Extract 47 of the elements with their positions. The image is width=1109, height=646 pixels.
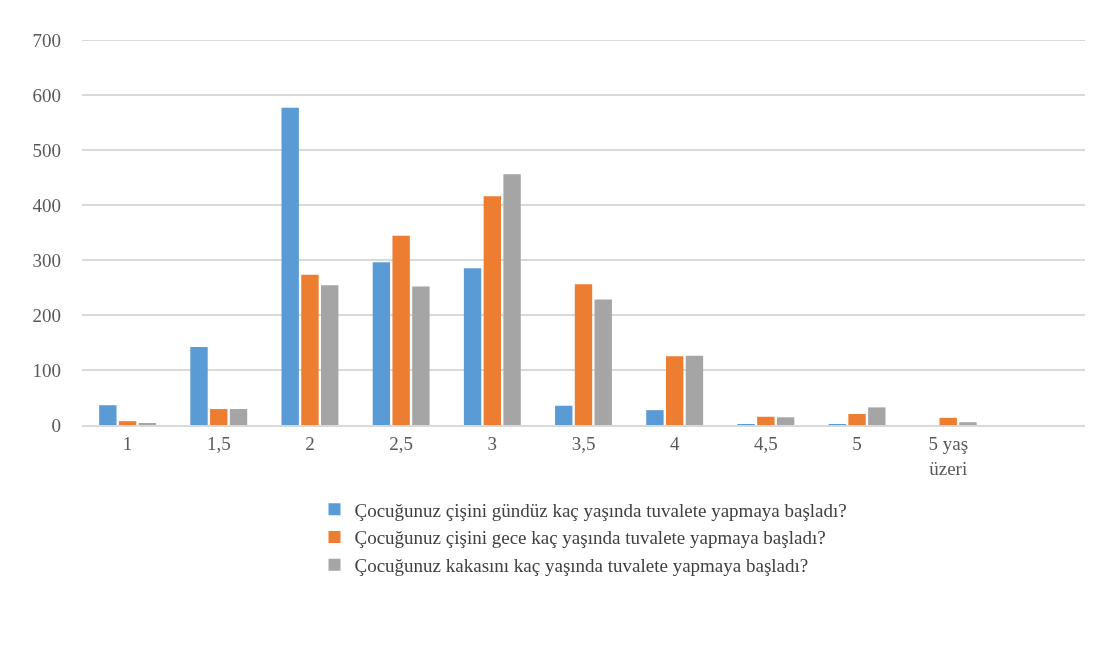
bar (412, 286, 430, 425)
x-tick-label: 3 (487, 432, 498, 454)
bar (555, 405, 573, 425)
x-tick-label: 1,5 (206, 432, 231, 454)
y-tick-label: 700 (32, 29, 61, 51)
bar (321, 285, 339, 425)
x-tick-label: 5 yaş üzeri (928, 432, 969, 479)
x-tick-label: 4,5 (753, 432, 778, 454)
y-tick-label: 200 (32, 304, 61, 326)
bar (848, 414, 866, 425)
x-tick-label: 1 (122, 432, 133, 454)
y-tick-label: 400 (32, 194, 61, 216)
bar (594, 299, 612, 425)
y-tick-label: 600 (32, 84, 61, 106)
y-tick-label: 0 (51, 414, 61, 436)
legend-label: Çocuğunuz çişini gündüz kaç yaşında tuvalete yapmaya başladı? (354, 499, 847, 521)
bar (959, 422, 977, 425)
bar (776, 417, 795, 425)
bar (99, 405, 117, 425)
x-tick-label: 2 (305, 432, 315, 454)
bar (392, 235, 410, 425)
bar (757, 416, 775, 425)
bar (372, 262, 391, 425)
y-tick-label: 500 (32, 139, 61, 161)
bar (939, 417, 957, 425)
bar (463, 268, 482, 425)
bar (190, 346, 208, 425)
bar (574, 284, 593, 425)
bar (685, 355, 704, 425)
bar (646, 410, 664, 425)
bar (483, 196, 502, 425)
y-tick-label: 100 (32, 359, 61, 381)
legend-label: Çocuğunuz kakasını kaç yaşında tuvalete yapmaya başladı? (354, 555, 809, 577)
bar (210, 409, 228, 425)
bar (281, 107, 299, 425)
x-tick-label: 3,5 (571, 432, 596, 454)
bar (503, 174, 521, 425)
bar (118, 421, 137, 425)
legend-label: Çocuğunuz çişini gece kaç yaşında tuvalete yapmaya başladı? (354, 527, 826, 549)
bar (665, 356, 684, 425)
x-tick-label: 2,5 (389, 432, 414, 454)
y-tick-label: 300 (32, 249, 61, 271)
bar (868, 407, 886, 425)
bar (229, 409, 248, 425)
bar (301, 274, 319, 425)
x-tick-label: 4 (669, 432, 680, 454)
x-tick-label: 5 (852, 432, 862, 454)
